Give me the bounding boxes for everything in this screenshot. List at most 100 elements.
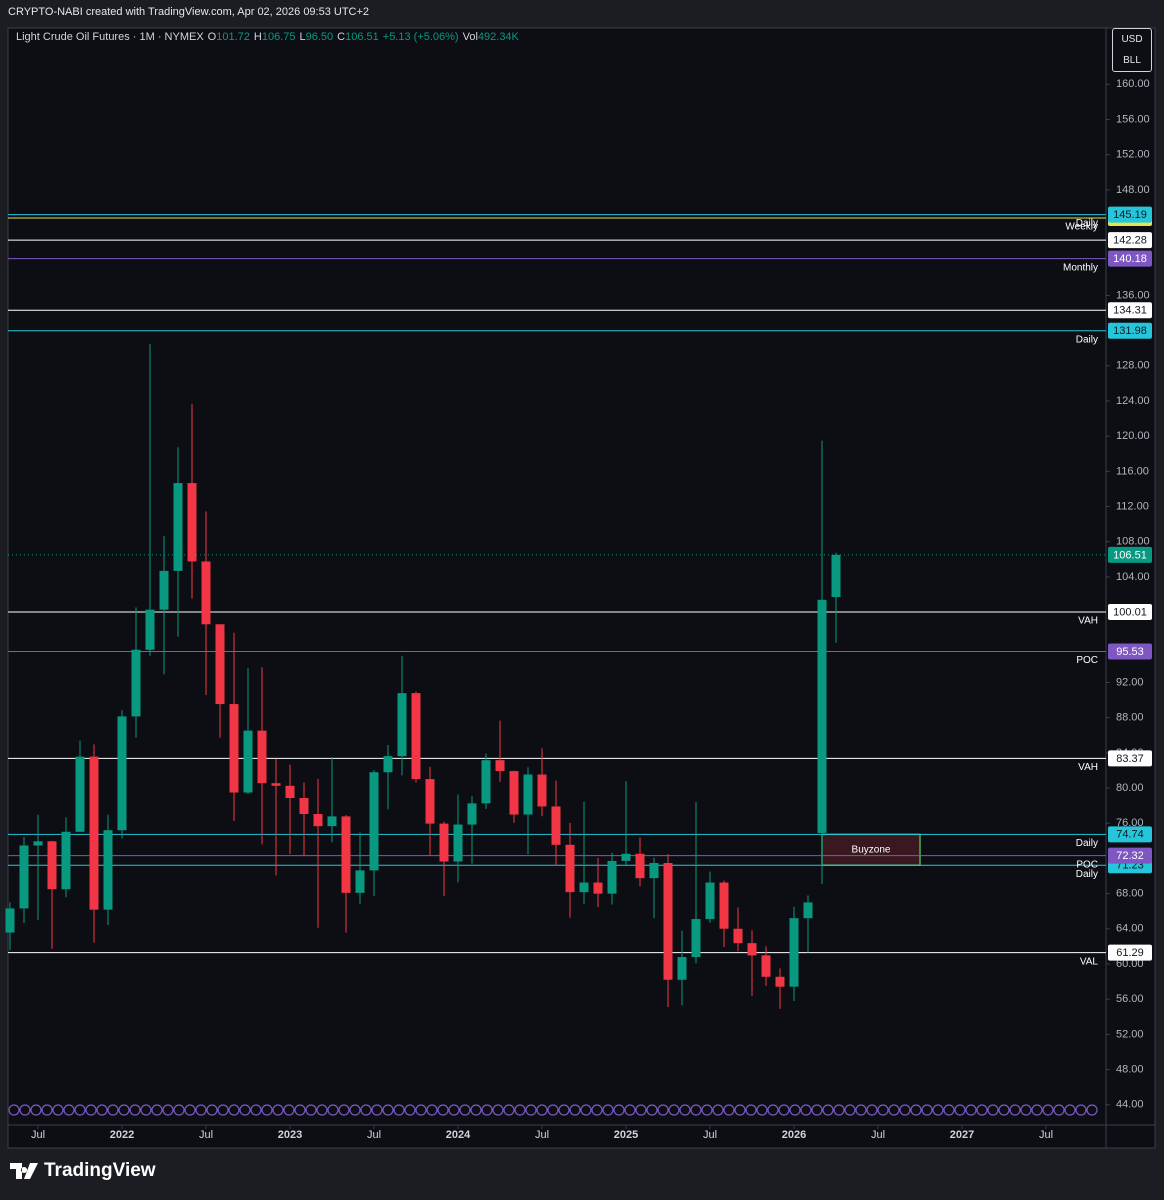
session-marker bbox=[129, 1104, 141, 1116]
candles-layer bbox=[5, 343, 841, 1009]
session-marker bbox=[591, 1104, 603, 1116]
session-marker bbox=[305, 1104, 317, 1116]
session-marker bbox=[492, 1104, 504, 1116]
candle-body bbox=[341, 816, 351, 893]
session-marker bbox=[954, 1104, 966, 1116]
candle-body bbox=[621, 853, 631, 861]
session-marker bbox=[844, 1104, 856, 1116]
x-tick-label: 2022 bbox=[110, 1129, 134, 1141]
candle-body bbox=[705, 882, 715, 920]
session-marker bbox=[756, 1104, 768, 1116]
session-marker bbox=[767, 1104, 779, 1116]
candle-body bbox=[481, 760, 491, 804]
session-marker bbox=[8, 1104, 20, 1116]
candle-body bbox=[369, 772, 379, 871]
session-marker bbox=[701, 1104, 713, 1116]
session-marker bbox=[514, 1104, 526, 1116]
legend-value: 106.75 bbox=[261, 31, 296, 43]
session-marker bbox=[921, 1104, 933, 1116]
currency: USD bbox=[1121, 34, 1143, 45]
price-tag bbox=[1108, 546, 1152, 563]
x-tick-label: 2027 bbox=[950, 1129, 974, 1141]
y-tick-label: 108.00 bbox=[1116, 536, 1150, 548]
session-marker bbox=[976, 1104, 988, 1116]
candle-body bbox=[635, 853, 645, 879]
logo-icon bbox=[10, 1163, 38, 1179]
session-marker bbox=[118, 1104, 130, 1116]
session-marker bbox=[811, 1104, 823, 1116]
candle-body bbox=[313, 814, 323, 827]
credit: CRYPTO-NABI created with TradingView.com… bbox=[8, 6, 370, 18]
session-marker bbox=[41, 1104, 53, 1116]
session-marker bbox=[52, 1104, 64, 1116]
session-marker bbox=[349, 1104, 361, 1116]
y-tick-label: 116.00 bbox=[1116, 465, 1149, 477]
session-marker bbox=[558, 1104, 570, 1116]
price-tag-label: 72.32 bbox=[1116, 850, 1144, 862]
legend-label: C bbox=[337, 31, 346, 43]
session-marker bbox=[525, 1104, 537, 1116]
pane bbox=[7, 27, 1156, 1149]
y-tick-label: 160.00 bbox=[1116, 78, 1150, 90]
buy-zone-label: Buyzone bbox=[852, 844, 891, 855]
x-tick-label: Jul bbox=[199, 1129, 213, 1141]
x-tick-label: 2025 bbox=[614, 1129, 638, 1141]
candle-body bbox=[131, 649, 141, 717]
brand: TradingView bbox=[44, 1160, 156, 1181]
y-tick-label: 124.00 bbox=[1116, 395, 1150, 407]
session-marker bbox=[877, 1104, 889, 1116]
session-marker bbox=[1042, 1104, 1054, 1116]
price-tag bbox=[1108, 847, 1152, 864]
candle-body bbox=[145, 609, 155, 650]
session-marker bbox=[745, 1104, 757, 1116]
legend-label: H bbox=[253, 31, 262, 43]
price-tag-label: 140.18 bbox=[1113, 253, 1147, 265]
level-label: POC bbox=[1076, 859, 1098, 870]
session-marker bbox=[415, 1104, 427, 1116]
session-marker bbox=[404, 1104, 416, 1116]
session-marker bbox=[327, 1104, 339, 1116]
price-tag bbox=[1108, 322, 1152, 339]
session-marker bbox=[338, 1104, 350, 1116]
session-marker bbox=[426, 1104, 438, 1116]
x-tick-label: Jul bbox=[871, 1129, 885, 1141]
candle-body bbox=[355, 870, 365, 893]
x-tick-label: 2026 bbox=[782, 1129, 806, 1141]
session-marker bbox=[261, 1104, 273, 1116]
session-marker bbox=[613, 1104, 625, 1116]
candle-body bbox=[607, 860, 617, 894]
session-marker bbox=[1086, 1104, 1098, 1116]
session-marker bbox=[679, 1104, 691, 1116]
session-marker bbox=[602, 1104, 614, 1116]
legend-value: 106.51 bbox=[345, 31, 379, 43]
unit-box[interactable]: USD BLL bbox=[1112, 28, 1152, 72]
candle-body bbox=[565, 844, 575, 893]
candle-body bbox=[677, 957, 687, 980]
candle-body bbox=[187, 483, 197, 562]
price-tag bbox=[1108, 302, 1152, 319]
session-marker bbox=[888, 1104, 900, 1116]
candle-body bbox=[47, 841, 57, 890]
legend-value: 101.72 bbox=[216, 31, 250, 43]
session-marker bbox=[866, 1104, 878, 1116]
price-tag-label: 74.74 bbox=[1116, 829, 1144, 841]
candle-body bbox=[5, 908, 15, 933]
candle-body bbox=[439, 823, 449, 862]
candle-body bbox=[831, 554, 841, 597]
session-marker bbox=[723, 1104, 735, 1116]
session-marker bbox=[965, 1104, 977, 1116]
level-label: Daily bbox=[1076, 334, 1098, 345]
candle-body bbox=[75, 756, 85, 832]
y-tick-label: 48.00 bbox=[1116, 1063, 1144, 1075]
x-tick-label: Jul bbox=[703, 1129, 717, 1141]
session-marker bbox=[140, 1104, 152, 1116]
session-marker bbox=[800, 1104, 812, 1116]
candle-body bbox=[243, 730, 253, 793]
session-marker bbox=[272, 1104, 284, 1116]
price-tag bbox=[1108, 750, 1152, 767]
session-marker bbox=[1064, 1104, 1076, 1116]
level-label: Daily bbox=[1076, 838, 1098, 849]
unit: BLL bbox=[1123, 55, 1141, 66]
y-tick-label: 92.00 bbox=[1116, 676, 1144, 688]
